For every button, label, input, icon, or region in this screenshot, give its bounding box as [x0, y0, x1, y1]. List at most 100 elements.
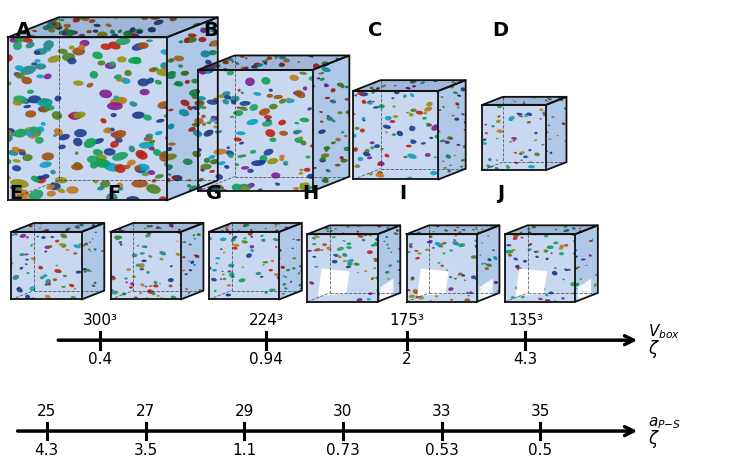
Polygon shape: [7, 17, 218, 37]
Ellipse shape: [400, 224, 403, 226]
Polygon shape: [198, 55, 349, 70]
Ellipse shape: [166, 87, 173, 90]
Ellipse shape: [260, 155, 267, 162]
Polygon shape: [280, 223, 302, 300]
Ellipse shape: [271, 260, 274, 262]
Ellipse shape: [508, 118, 513, 121]
Ellipse shape: [64, 231, 67, 233]
Polygon shape: [482, 105, 546, 170]
Ellipse shape: [368, 292, 373, 295]
Ellipse shape: [153, 149, 161, 156]
Polygon shape: [546, 97, 567, 170]
Ellipse shape: [165, 178, 171, 182]
Polygon shape: [308, 226, 400, 234]
Ellipse shape: [350, 129, 352, 131]
Polygon shape: [7, 37, 166, 200]
Ellipse shape: [386, 88, 393, 92]
Ellipse shape: [120, 230, 124, 232]
Ellipse shape: [84, 297, 87, 300]
Polygon shape: [505, 226, 598, 234]
Ellipse shape: [48, 28, 56, 33]
Ellipse shape: [460, 87, 465, 91]
Polygon shape: [209, 232, 280, 300]
Ellipse shape: [377, 224, 382, 227]
Ellipse shape: [520, 159, 523, 161]
Polygon shape: [12, 223, 104, 232]
Polygon shape: [7, 17, 218, 37]
Polygon shape: [477, 226, 500, 302]
Polygon shape: [482, 105, 546, 170]
Ellipse shape: [125, 299, 127, 300]
Ellipse shape: [239, 142, 244, 144]
Polygon shape: [354, 80, 465, 91]
Polygon shape: [7, 37, 166, 200]
Polygon shape: [280, 223, 302, 300]
Polygon shape: [7, 37, 166, 200]
Ellipse shape: [460, 165, 463, 167]
Polygon shape: [7, 37, 166, 200]
Ellipse shape: [211, 116, 218, 121]
Polygon shape: [198, 70, 312, 191]
Ellipse shape: [95, 155, 107, 162]
Ellipse shape: [514, 152, 517, 154]
Polygon shape: [111, 232, 181, 300]
Polygon shape: [312, 55, 349, 191]
Ellipse shape: [265, 228, 266, 229]
Ellipse shape: [274, 273, 279, 276]
Polygon shape: [12, 223, 104, 232]
Polygon shape: [7, 37, 166, 200]
Polygon shape: [407, 226, 500, 234]
Ellipse shape: [215, 121, 221, 124]
Ellipse shape: [363, 81, 366, 82]
Polygon shape: [209, 232, 280, 300]
Polygon shape: [7, 37, 166, 200]
Ellipse shape: [340, 159, 348, 163]
Polygon shape: [7, 37, 166, 200]
Ellipse shape: [337, 247, 344, 251]
Ellipse shape: [243, 224, 246, 227]
Polygon shape: [198, 70, 312, 191]
Ellipse shape: [240, 56, 245, 58]
Polygon shape: [166, 17, 218, 200]
Polygon shape: [209, 232, 280, 300]
Ellipse shape: [24, 21, 34, 26]
Ellipse shape: [490, 223, 494, 226]
Polygon shape: [7, 37, 166, 200]
Polygon shape: [198, 70, 312, 191]
Polygon shape: [12, 232, 81, 300]
Polygon shape: [280, 223, 302, 300]
Polygon shape: [407, 234, 477, 302]
Polygon shape: [354, 91, 439, 179]
Ellipse shape: [149, 285, 152, 287]
Polygon shape: [198, 70, 312, 191]
Polygon shape: [198, 55, 349, 70]
Ellipse shape: [145, 297, 149, 299]
Polygon shape: [482, 105, 546, 170]
Polygon shape: [7, 37, 166, 200]
Ellipse shape: [295, 137, 303, 143]
Polygon shape: [111, 223, 204, 232]
Ellipse shape: [13, 233, 18, 235]
Polygon shape: [505, 234, 576, 302]
Polygon shape: [209, 232, 280, 300]
Polygon shape: [378, 226, 400, 302]
Ellipse shape: [528, 149, 531, 151]
Ellipse shape: [109, 275, 115, 279]
Polygon shape: [312, 55, 349, 191]
Polygon shape: [312, 55, 349, 191]
Ellipse shape: [206, 267, 212, 270]
Text: D: D: [492, 21, 508, 40]
Ellipse shape: [406, 289, 411, 291]
Polygon shape: [12, 232, 81, 300]
Ellipse shape: [580, 278, 582, 280]
Polygon shape: [111, 232, 181, 300]
Polygon shape: [7, 37, 166, 200]
Polygon shape: [209, 232, 280, 300]
Polygon shape: [7, 37, 166, 200]
Ellipse shape: [101, 43, 112, 50]
Ellipse shape: [248, 232, 252, 235]
Polygon shape: [209, 223, 302, 232]
Text: F: F: [107, 184, 121, 203]
Polygon shape: [209, 223, 302, 232]
Ellipse shape: [20, 66, 36, 75]
